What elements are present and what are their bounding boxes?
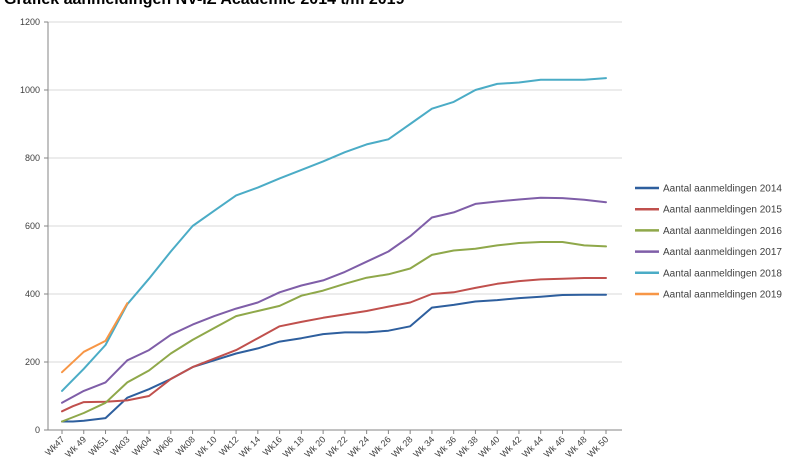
y-axis: 0 200 400 600 800 1000 1200 <box>20 17 49 435</box>
series-lines <box>61 77 607 423</box>
x-tick-label: Wk47 <box>43 434 66 457</box>
series-line-aantal-aanmeldingen-2015 <box>61 277 607 413</box>
gridlines <box>48 21 622 363</box>
y-tick-label: 1200 <box>20 17 40 27</box>
x-tick-label: Wk03 <box>108 434 131 457</box>
x-tick-label: Wk 26 <box>368 434 393 459</box>
x-tick-label: Wk08 <box>174 434 197 457</box>
x-tick-label: Wk 38 <box>455 434 480 459</box>
x-tick-label: Wk 22 <box>324 434 349 459</box>
legend-label: Aantal aanmeldingen 2015 <box>663 205 782 216</box>
legend-label: Aantal aanmeldingen 2016 <box>663 226 782 237</box>
x-tick-label: Wk 48 <box>564 434 589 459</box>
x-tick-label: Wk04 <box>130 434 153 457</box>
x-tick-label: Wk 24 <box>346 434 371 459</box>
y-tick-label: 400 <box>25 289 40 299</box>
x-tick-label: Wk16 <box>261 434 284 457</box>
x-tick-label: Wk 10 <box>194 434 219 459</box>
x-tick-label: Wk 28 <box>389 434 414 459</box>
series-line-aantal-aanmeldingen-2018 <box>61 77 607 392</box>
x-tick-label: Wk 50 <box>585 434 610 459</box>
x-tick-label: Wk51 <box>87 434 110 457</box>
series-line-aantal-aanmeldingen-2016 <box>61 241 607 423</box>
x-tick-label: Wk 42 <box>498 434 523 459</box>
y-tick-label: 1000 <box>20 85 40 95</box>
legend-label: Aantal aanmeldingen 2018 <box>663 268 782 279</box>
x-tick-label: Wk 20 <box>302 434 327 459</box>
x-tick-label: Wk 36 <box>433 434 458 459</box>
legend: Aantal aanmeldingen 2014 Aantal aanmeldin… <box>635 184 782 301</box>
series-line-aantal-aanmeldingen-2017 <box>61 196 607 404</box>
x-tick-label: Wk 18 <box>281 434 306 459</box>
y-tick-label: 600 <box>25 221 40 231</box>
x-tick-label: Wk 34 <box>411 434 436 459</box>
x-tick-label: Wk 44 <box>520 434 545 459</box>
series-line-aantal-aanmeldingen-2014 <box>61 293 607 423</box>
x-tick-label: Wk 46 <box>542 434 567 459</box>
chart-title: Grafiek aanmeldingen NV-IZ Academie 2014… <box>4 0 404 9</box>
series-line-aantal-aanmeldingen-2019 <box>61 302 129 374</box>
y-tick-label: 200 <box>25 357 40 367</box>
legend-label: Aantal aanmeldingen 2017 <box>663 247 782 258</box>
legend-label: Aantal aanmeldingen 2019 <box>663 290 782 301</box>
y-tick-label: 800 <box>25 153 40 163</box>
legend-label: Aantal aanmeldingen 2014 <box>663 184 782 195</box>
y-tick-label: 0 <box>35 425 40 435</box>
x-tick-label: Wk 40 <box>477 434 502 459</box>
x-tick-label: Wk06 <box>152 434 175 457</box>
x-tick-label: Wk 14 <box>237 434 262 459</box>
x-tick-label: Wk 49 <box>63 434 88 459</box>
x-tick-label: Wk12 <box>217 434 240 457</box>
